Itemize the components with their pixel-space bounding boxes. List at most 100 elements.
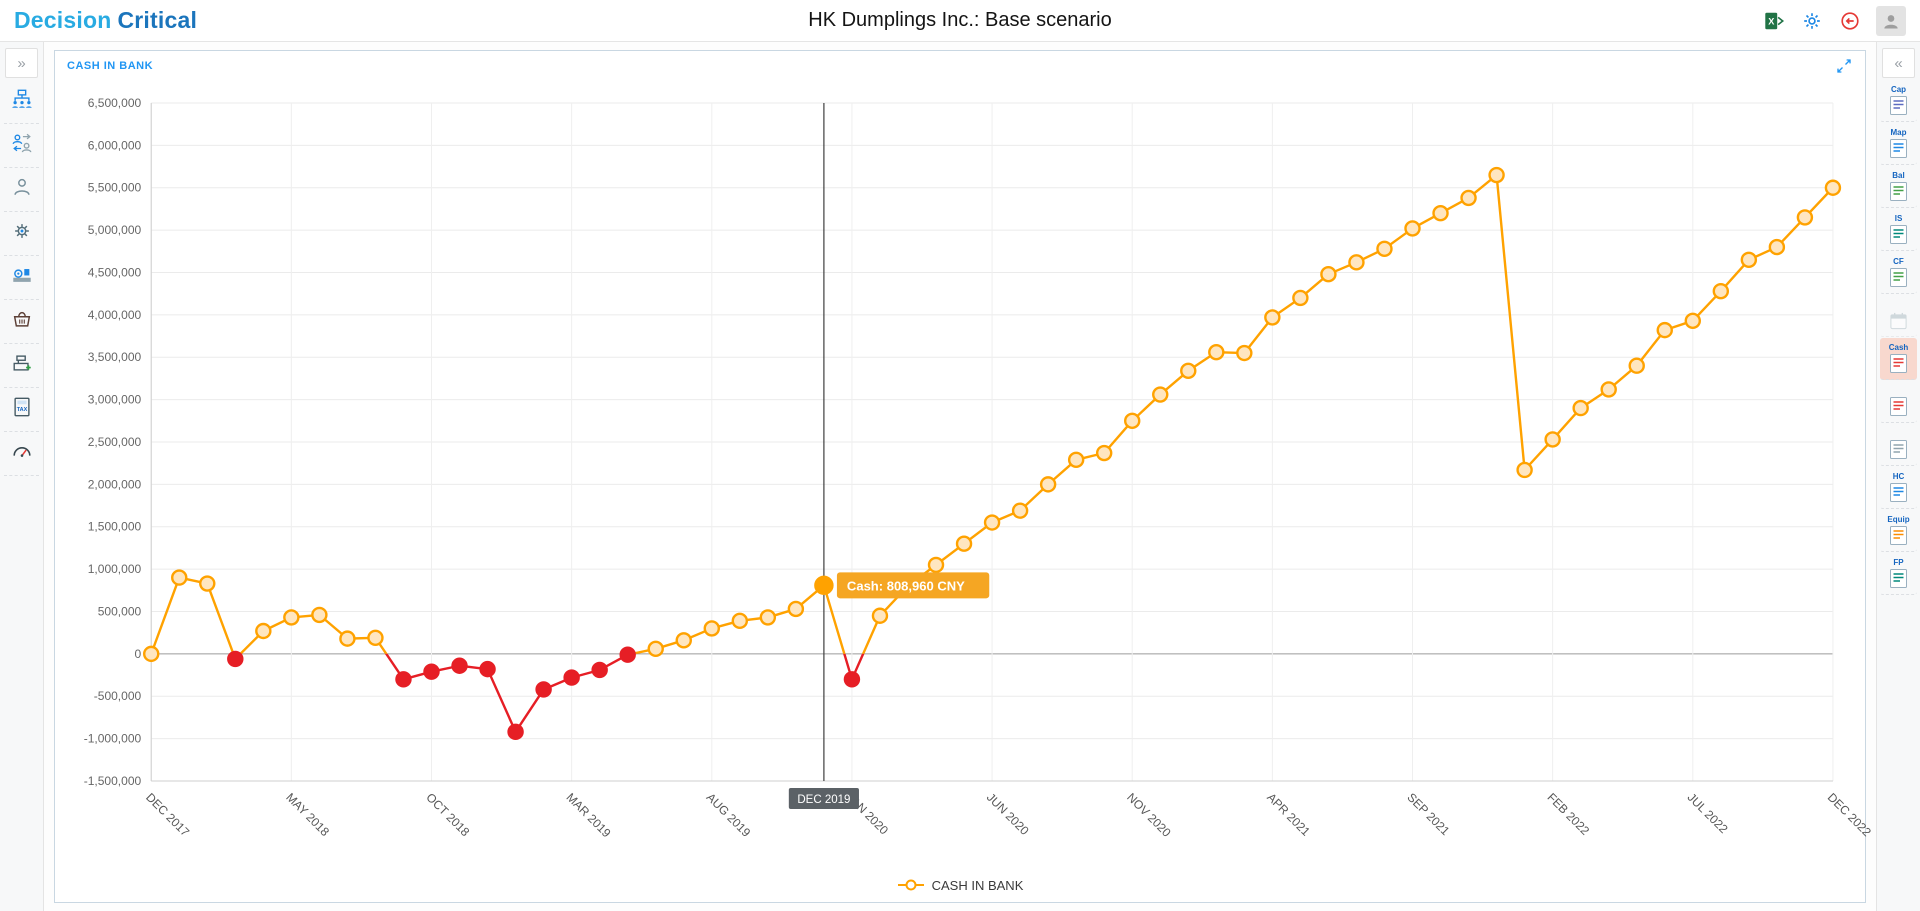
chart-point[interactable] — [983, 514, 1001, 531]
chart-point[interactable] — [1376, 240, 1393, 257]
left-sidebar-collapse-icon[interactable]: » — [5, 48, 38, 78]
chart-point[interactable] — [1039, 476, 1057, 493]
chart-point[interactable] — [1264, 309, 1281, 326]
chart-point[interactable] — [1488, 166, 1505, 184]
chart-point[interactable] — [871, 607, 889, 624]
chart-point[interactable] — [255, 622, 272, 640]
right-tab-is[interactable]: IS — [1880, 209, 1917, 251]
chart-point[interactable] — [1824, 179, 1842, 196]
chart-point[interactable] — [535, 681, 552, 698]
chart-point[interactable] — [1320, 265, 1337, 283]
axis-tooltip — [788, 788, 859, 809]
user-avatar[interactable] — [1876, 5, 1906, 36]
settings-gear-icon[interactable] — [1800, 9, 1824, 33]
right-tab-cf[interactable]: CF — [1880, 252, 1917, 294]
chart-point[interactable] — [1768, 238, 1786, 256]
chart-point[interactable] — [199, 575, 216, 592]
chart-point[interactable] — [731, 612, 749, 630]
chart-point[interactable] — [1656, 321, 1673, 339]
right-tab-report-1[interactable] — [1880, 381, 1917, 423]
value-tooltip — [836, 572, 990, 599]
sidebar-item-production[interactable] — [4, 256, 39, 300]
chart-point[interactable] — [1348, 254, 1365, 271]
sidebar-item-staff-transfer[interactable] — [4, 124, 39, 168]
chart-point[interactable] — [1067, 451, 1085, 468]
right-tab-cap[interactable]: Cap — [1880, 80, 1917, 122]
map-report-icon — [1890, 139, 1907, 158]
chart-point[interactable] — [1712, 282, 1730, 300]
chart-point[interactable] — [367, 629, 384, 646]
chart-point[interactable] — [1796, 209, 1814, 226]
panel-expand-icon[interactable] — [1835, 57, 1853, 75]
chart-point[interactable] — [1684, 312, 1702, 330]
chart-point[interactable] — [1432, 204, 1449, 222]
chart-point[interactable] — [1152, 386, 1169, 403]
chart-point[interactable] — [227, 650, 244, 668]
right-tab-calendar[interactable] — [1880, 295, 1917, 337]
chart-point[interactable] — [1011, 502, 1029, 519]
logout-icon[interactable] — [1838, 9, 1862, 33]
sidebar-item-indicators[interactable] — [4, 432, 39, 476]
chart-point[interactable] — [787, 600, 805, 618]
chart-point[interactable] — [1208, 343, 1225, 361]
chart-point[interactable] — [703, 620, 721, 637]
legend-cash-in-bank[interactable]: CASH IN BANK — [55, 868, 1865, 902]
x-axis-label: OCT 2018 — [423, 790, 472, 839]
right-tab-hc[interactable]: HC — [1880, 467, 1917, 509]
chart-point[interactable] — [675, 632, 692, 649]
chart-point[interactable] — [423, 663, 440, 680]
chart-point[interactable] — [451, 657, 468, 674]
x-axis-label: JUL 2022 — [1685, 790, 1731, 836]
sidebar-item-company-structure[interactable] — [4, 80, 39, 124]
cash-in-bank-chart[interactable]: 6,500,000 6,000,000 5,500,000 5,000,000 4,50… — [55, 81, 1874, 868]
chart-point[interactable] — [1180, 362, 1197, 380]
chart-point[interactable] — [142, 645, 160, 663]
right-tab-bal[interactable]: Bal — [1880, 166, 1917, 208]
sidebar-item-services[interactable] — [4, 212, 39, 256]
right-tab-cash[interactable]: Cash — [1880, 338, 1917, 380]
chart-point[interactable] — [619, 646, 636, 663]
sidebar-item-personnel[interactable] — [4, 168, 39, 212]
right-sidebar-collapse-icon[interactable]: « — [1882, 48, 1915, 78]
chart-point[interactable] — [814, 575, 834, 596]
y-axis-label: -1,500,000 — [84, 774, 142, 788]
chart-point[interactable] — [283, 609, 300, 626]
right-tab-map[interactable]: Map — [1880, 123, 1917, 165]
chart-point[interactable] — [1292, 289, 1309, 307]
y-axis-label: 0 — [134, 647, 141, 661]
chart-point[interactable] — [759, 609, 777, 626]
chart-point[interactable] — [507, 723, 524, 741]
chart-point[interactable] — [1123, 412, 1141, 430]
chart-point[interactable] — [1628, 357, 1645, 374]
svg-text:Cash: 808,960 CNY: Cash: 808,960 CNY — [847, 578, 965, 593]
chart-point[interactable] — [1600, 381, 1617, 398]
sidebar-item-taxes[interactable]: TAX — [4, 388, 39, 432]
right-tab-label: IS — [1894, 214, 1903, 223]
chart-point[interactable] — [1740, 251, 1758, 268]
chart-point[interactable] — [311, 606, 328, 624]
chart-point[interactable] — [843, 671, 861, 688]
chart-point[interactable] — [339, 630, 356, 647]
chart-point[interactable] — [647, 640, 664, 657]
chart-point[interactable] — [1544, 431, 1561, 448]
chart-point[interactable] — [927, 556, 945, 574]
chart-point[interactable] — [1460, 189, 1477, 207]
chart-point[interactable] — [1095, 444, 1113, 462]
export-excel-icon[interactable]: X — [1762, 9, 1786, 33]
sidebar-item-cash-register[interactable] — [4, 344, 39, 388]
sidebar-item-sales[interactable] — [4, 300, 39, 344]
chart-point[interactable] — [563, 669, 580, 686]
chart-point[interactable] — [171, 569, 188, 586]
chart-point[interactable] — [955, 535, 973, 552]
chart-point[interactable] — [1404, 220, 1421, 237]
chart-point[interactable] — [479, 660, 496, 678]
chart-point[interactable] — [1572, 399, 1589, 417]
chart-point[interactable] — [1516, 461, 1533, 479]
chart-point[interactable] — [1236, 344, 1253, 362]
right-tab-fp[interactable]: FP — [1880, 553, 1917, 595]
chart-point[interactable] — [591, 661, 608, 679]
right-tab-equip[interactable]: Equip — [1880, 510, 1917, 552]
chart-point[interactable] — [395, 671, 412, 688]
right-tab-report-2[interactable] — [1880, 424, 1917, 466]
y-axis-label: 3,000,000 — [88, 393, 142, 407]
